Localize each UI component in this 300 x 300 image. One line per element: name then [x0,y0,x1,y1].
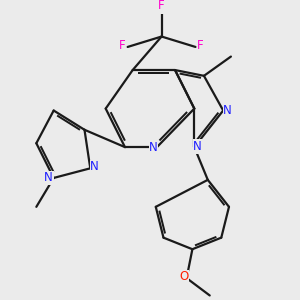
Text: F: F [197,39,204,52]
Text: N: N [44,171,53,184]
Text: F: F [158,0,165,12]
Text: N: N [223,104,232,117]
Text: N: N [194,140,202,153]
Text: N: N [149,141,158,154]
Text: N: N [90,160,99,173]
Text: O: O [179,270,188,283]
Text: F: F [119,39,126,52]
